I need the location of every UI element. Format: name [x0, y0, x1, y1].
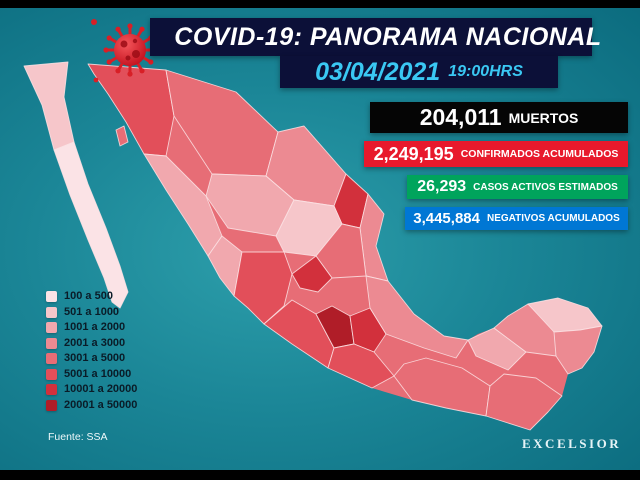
legend-swatch — [46, 399, 57, 411]
activos-label: CASOS ACTIVOS ESTIMADOS — [473, 181, 618, 193]
state-guerrero — [327, 343, 395, 389]
legend-swatch — [46, 306, 57, 318]
report-date: 03/04/2021 — [315, 57, 441, 86]
letterbox-top — [0, 0, 640, 8]
legend-item: 100 a 500 — [46, 291, 137, 302]
state-chiapas — [485, 373, 563, 431]
map-legend: 100 a 500 501 a 1000 1001 a 2000 2001 a … — [46, 291, 137, 411]
muertos-value: 204,011 — [419, 104, 502, 130]
report-time: 19:00HRS — [448, 63, 523, 80]
state-guanajuato — [291, 255, 333, 293]
excelsior-logo: EXCELSIOR — [522, 436, 622, 451]
negativos-value: 3,445,884 — [413, 210, 480, 227]
stat-activos: 26,293 CASOS ACTIVOS ESTIMADOS — [407, 175, 628, 199]
page-title: COVID-19: PANORAMA NACIONAL — [174, 22, 602, 51]
legend-swatch — [46, 353, 57, 364]
legend-swatch — [46, 384, 57, 395]
date-banner: 03/04/2021 19:00HRS — [280, 56, 558, 88]
legend-swatch — [46, 291, 57, 302]
state-quintana-roo — [553, 325, 603, 375]
legend-label: 3001 a 5000 — [64, 352, 126, 364]
state-veracruz — [365, 275, 469, 359]
legend-item: 10001 a 20000 — [46, 384, 137, 395]
legend-item: 5001 a 10000 — [46, 367, 137, 380]
legend-swatch — [46, 322, 57, 333]
legend-label: 100 a 500 — [64, 290, 113, 302]
letterbox-bottom — [0, 470, 640, 480]
legend-label: 10001 a 20000 — [64, 383, 138, 395]
negativos-label: NEGATIVOS ACUMULADOS — [486, 213, 620, 224]
legend-item: 20001 a 50000 — [46, 398, 138, 411]
confirmados-value: 2,249,195 — [373, 143, 454, 164]
legend-item: 501 a 1000 — [46, 305, 137, 318]
state-sinaloa — [143, 153, 223, 257]
legend-item: 2001 a 3000 — [46, 336, 137, 349]
legend-label: 501 a 1000 — [64, 305, 120, 318]
state-baja-california-sur — [53, 141, 129, 309]
state-baja-california — [23, 61, 75, 151]
legend-label: 2001 a 3000 — [64, 336, 126, 349]
state-puebla — [349, 307, 387, 353]
legend-item: 3001 a 5000 — [46, 353, 137, 364]
title-banner: COVID-19: PANORAMA NACIONAL — [150, 18, 601, 56]
isla-tiburon — [115, 125, 129, 147]
legend-label: 20001 a 50000 — [64, 398, 138, 411]
legend-item: 1001 a 2000 — [46, 322, 137, 333]
virus-spots — [120, 38, 140, 61]
legend-label: 5001 a 10000 — [64, 367, 132, 380]
state-tabasco — [467, 327, 527, 371]
legend-swatch — [46, 337, 57, 349]
legend-label: 1001 a 2000 — [64, 321, 126, 333]
activos-value: 26,293 — [417, 178, 467, 195]
mexico-map — [23, 61, 603, 431]
stat-negativos: 3,445,884 NEGATIVOS ACUMULADOS — [405, 207, 628, 230]
stat-muertos: 204,011 MUERTOS — [370, 102, 628, 133]
virus-spikes — [106, 26, 154, 74]
source-credit: Fuente: SSA — [48, 431, 108, 443]
confirmados-label: CONFIRMADOS ACUMULADOS — [460, 148, 619, 160]
muertos-label: MUERTOS — [508, 109, 579, 126]
legend-swatch — [46, 368, 57, 380]
stat-confirmados: 2,249,195 CONFIRMADOS ACUMULADOS — [364, 141, 628, 167]
virus-body — [114, 34, 146, 66]
